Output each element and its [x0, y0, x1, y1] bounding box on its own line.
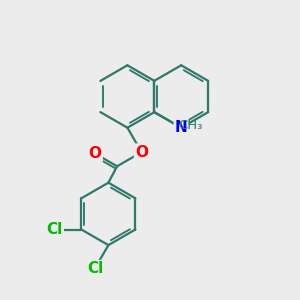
Text: CH₃: CH₃: [178, 119, 203, 132]
Text: N: N: [175, 120, 188, 135]
Text: Cl: Cl: [88, 261, 104, 276]
Text: O: O: [135, 145, 148, 160]
Text: Cl: Cl: [46, 222, 63, 237]
Text: O: O: [89, 146, 102, 161]
